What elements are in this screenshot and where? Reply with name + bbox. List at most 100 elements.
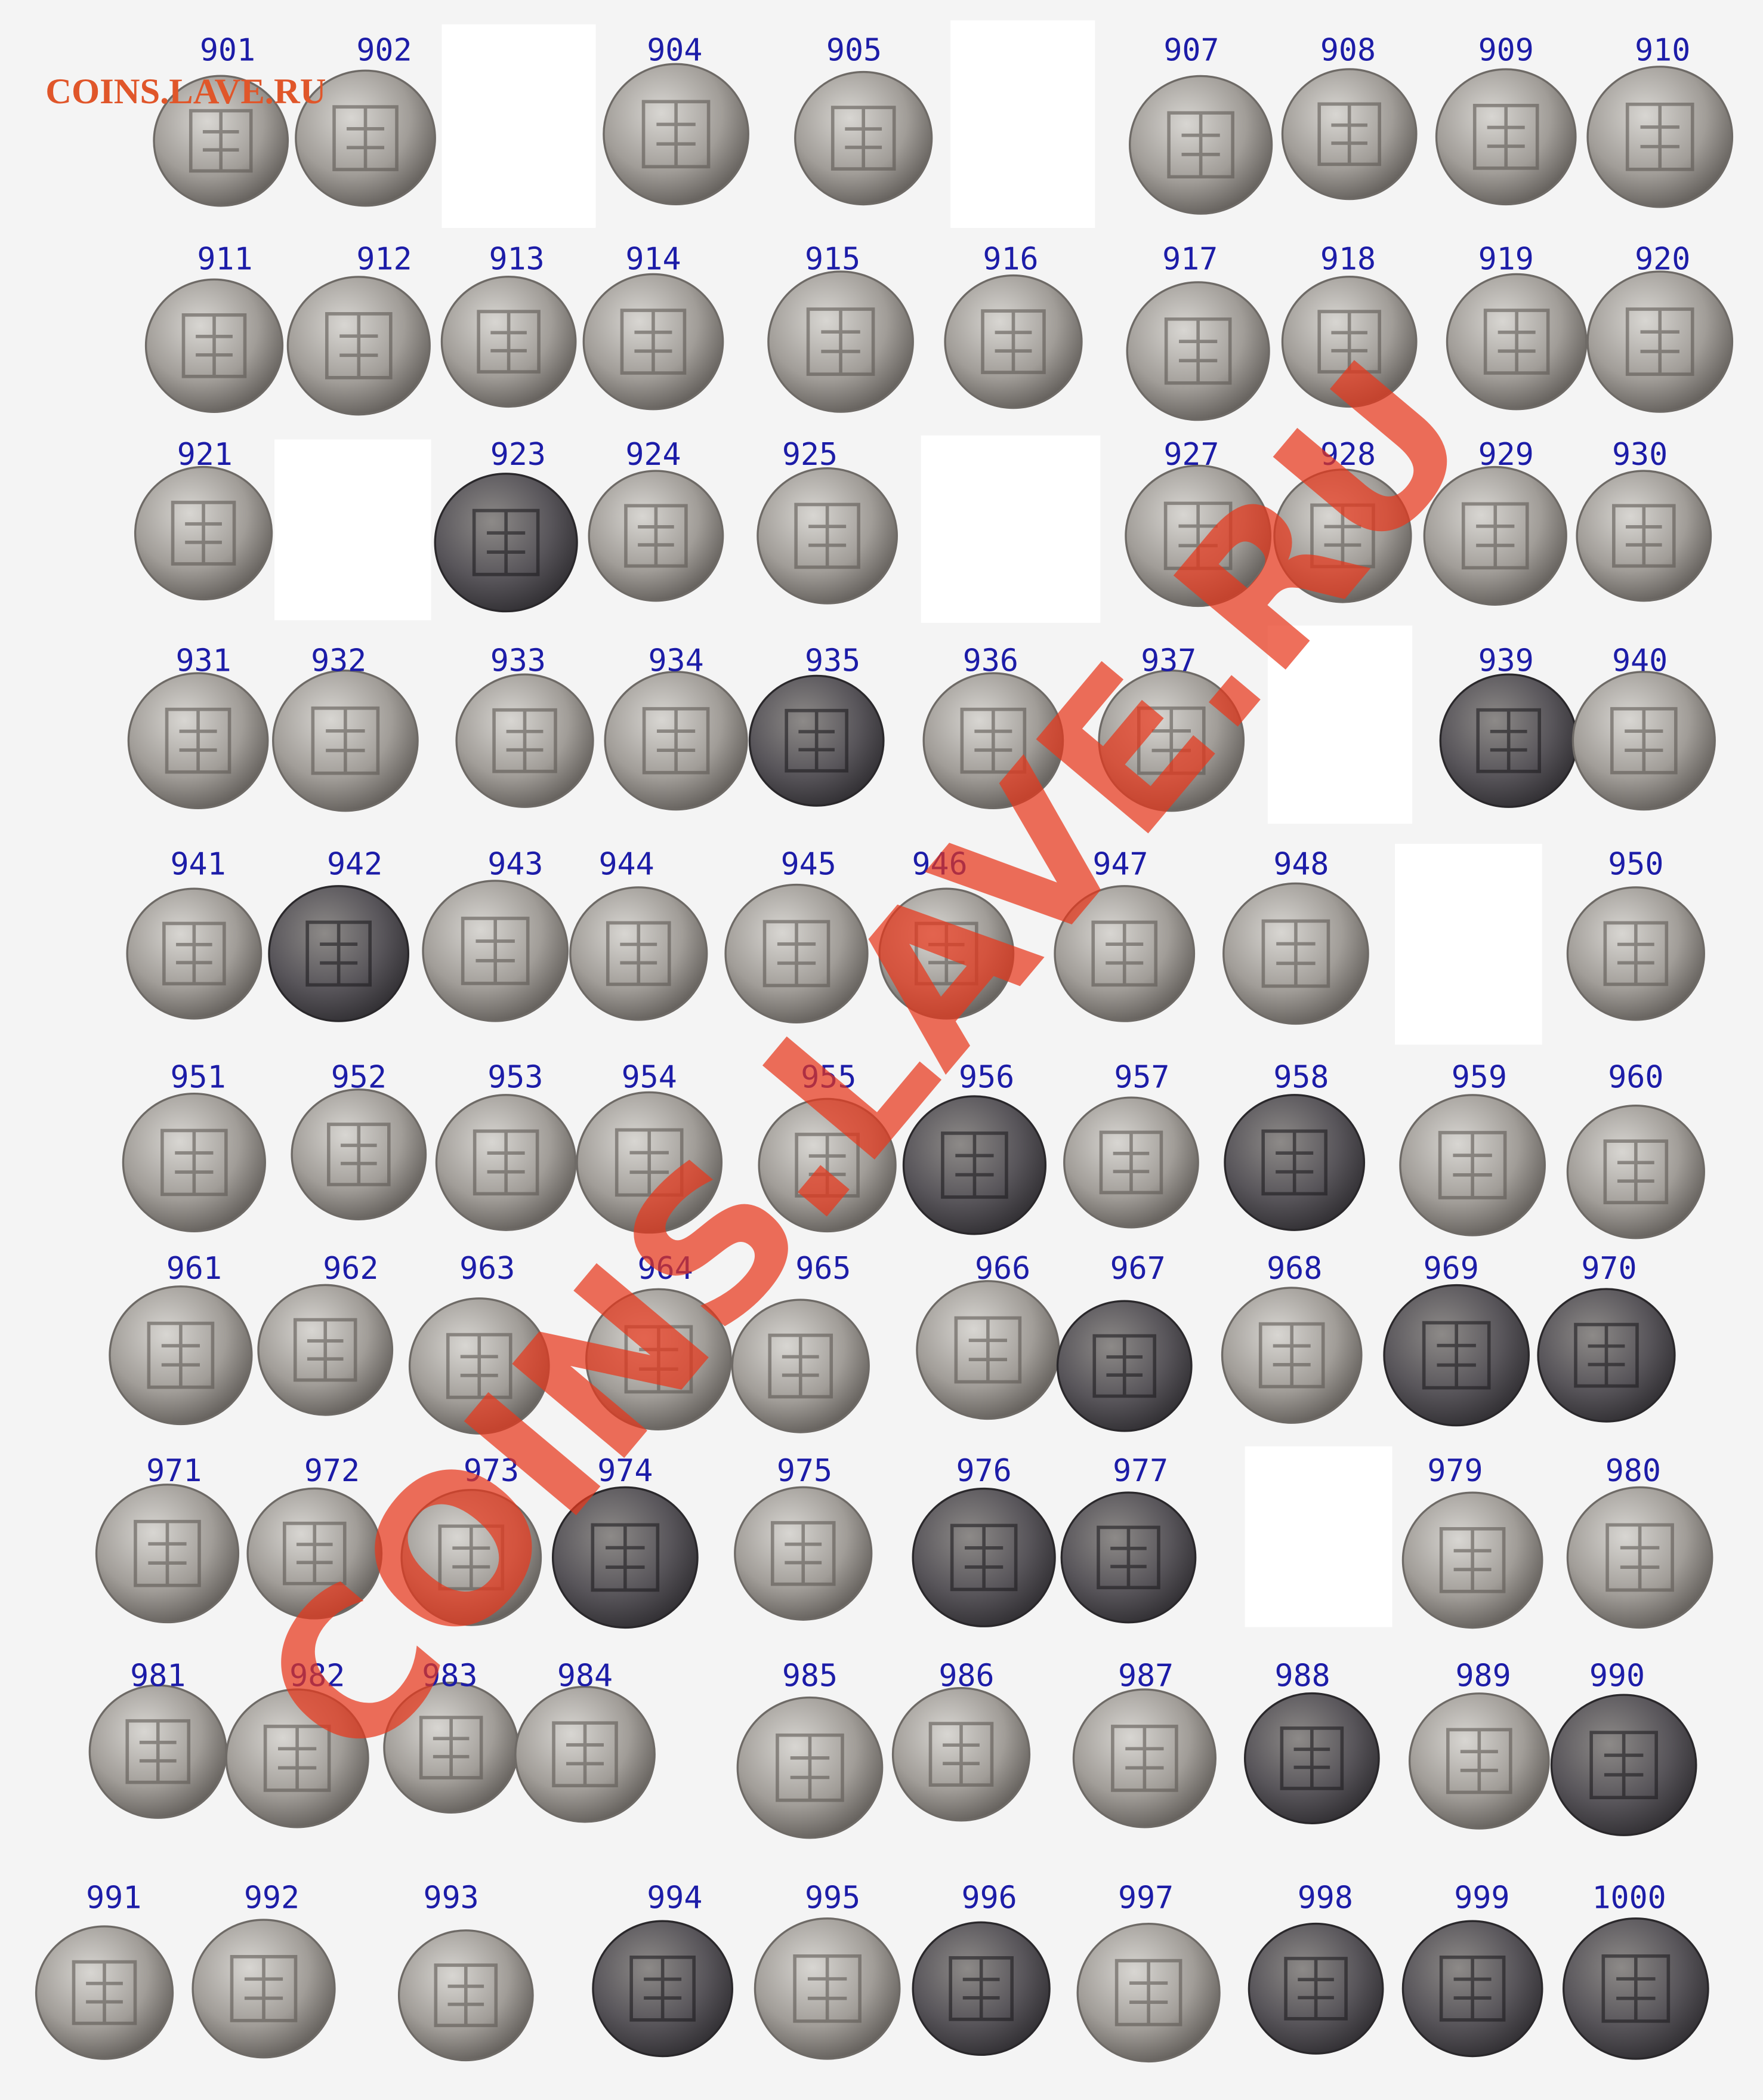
coin xyxy=(272,669,419,812)
coin xyxy=(400,1489,542,1626)
coin xyxy=(109,1285,253,1426)
coin xyxy=(1072,1688,1216,1828)
coin xyxy=(576,1091,723,1234)
coin xyxy=(1566,886,1705,1021)
coin-label: 955 xyxy=(801,1059,856,1095)
coin-inscription xyxy=(419,1716,483,1780)
coin xyxy=(767,270,914,413)
coin-label: 991 xyxy=(86,1880,141,1916)
coin-label: 929 xyxy=(1478,437,1534,473)
coin-label: 975 xyxy=(777,1453,832,1489)
coin xyxy=(286,276,431,416)
coin-inscription xyxy=(171,501,236,566)
coin-inscription xyxy=(1097,1525,1160,1590)
coin xyxy=(1243,1692,1380,1824)
coin-inscription xyxy=(327,1123,391,1186)
coin xyxy=(1221,1287,1363,1424)
coin xyxy=(291,1088,427,1221)
coin xyxy=(1063,1096,1199,1229)
coin xyxy=(916,1280,1060,1420)
coin xyxy=(922,672,1064,810)
coin xyxy=(588,470,724,602)
coin-label: 944 xyxy=(598,847,654,883)
coin-label: 915 xyxy=(805,241,860,277)
coin-label: 908 xyxy=(1320,32,1376,68)
coin xyxy=(35,1925,174,2060)
coin-label: 983 xyxy=(422,1658,477,1694)
coin-label: 918 xyxy=(1320,241,1376,277)
coin xyxy=(1222,882,1369,1025)
coin-inscription xyxy=(1574,1322,1639,1388)
coin-inscription xyxy=(1284,1957,1348,2021)
coin-inscription xyxy=(1446,1728,1512,1794)
coin-inscription xyxy=(1625,102,1694,171)
coin xyxy=(604,671,748,811)
coin-label: 932 xyxy=(311,643,366,679)
watermark: COINS.LAVE.RU xyxy=(45,72,326,112)
coin xyxy=(455,673,594,808)
coin xyxy=(758,1097,897,1233)
coin-label: 971 xyxy=(146,1453,202,1489)
coin xyxy=(1056,1300,1193,1432)
coin-inscription xyxy=(606,921,671,986)
coin xyxy=(1129,75,1273,215)
coin-label: 911 xyxy=(197,241,252,277)
coin-inscription xyxy=(1605,1523,1674,1592)
coin xyxy=(1125,464,1271,608)
coin-label: 943 xyxy=(487,847,543,883)
coin xyxy=(878,887,1015,1020)
coin-label: 914 xyxy=(625,241,681,277)
coin-label: 921 xyxy=(177,437,233,473)
coin-inscription xyxy=(830,106,896,171)
coin-label: 999 xyxy=(1454,1880,1509,1916)
coin-inscription xyxy=(1261,919,1330,988)
coin-label: 962 xyxy=(323,1251,378,1287)
coin xyxy=(754,1917,901,2060)
blank-slot xyxy=(1267,625,1413,824)
coin-inscription xyxy=(1092,1334,1157,1398)
coin xyxy=(1248,1922,1384,2055)
coin xyxy=(435,1094,577,1231)
coin-label: 936 xyxy=(963,643,1018,679)
coin xyxy=(1571,671,1716,811)
coin xyxy=(1586,66,1734,208)
blank-slot xyxy=(921,435,1101,623)
coin-inscription xyxy=(1610,707,1678,775)
coin-inscription xyxy=(1438,1131,1507,1199)
coin-label: 940 xyxy=(1612,643,1668,679)
blank-slot xyxy=(1394,843,1542,1045)
coin-label: 951 xyxy=(170,1059,226,1095)
coin-label: 1000 xyxy=(1592,1880,1666,1916)
coin-inscription xyxy=(1483,309,1550,375)
coin-label: 941 xyxy=(170,847,226,883)
coin xyxy=(1586,270,1734,413)
coin-label: 907 xyxy=(1163,32,1219,68)
coin xyxy=(912,1921,1051,2056)
coin-label: 967 xyxy=(1110,1251,1166,1287)
coin-label: 987 xyxy=(1118,1658,1174,1694)
coin xyxy=(551,1486,699,1629)
coin-label: 925 xyxy=(782,437,838,473)
coin xyxy=(1563,1917,1709,2060)
coin-inscription xyxy=(1589,1731,1658,1799)
coin-inscription xyxy=(762,920,830,988)
coin-inscription xyxy=(954,1316,1022,1384)
coin-inscription xyxy=(1099,1130,1163,1195)
coin xyxy=(268,885,410,1022)
coin-inscription xyxy=(332,105,399,171)
coin-inscription xyxy=(311,706,380,775)
coin-inscription xyxy=(473,1129,539,1196)
coin xyxy=(1098,669,1245,812)
coin-label: 905 xyxy=(826,32,882,68)
coin-inscription xyxy=(263,1725,331,1792)
coin-inscription xyxy=(293,1318,357,1382)
coin-label: 998 xyxy=(1298,1880,1353,1916)
coin-inscription xyxy=(325,312,393,380)
blank-slot xyxy=(950,20,1095,228)
coin-label: 993 xyxy=(424,1880,479,1916)
coin-label: 956 xyxy=(959,1059,1014,1095)
coin xyxy=(1401,1491,1543,1629)
coin xyxy=(1401,1920,1543,2058)
coin xyxy=(440,276,577,408)
